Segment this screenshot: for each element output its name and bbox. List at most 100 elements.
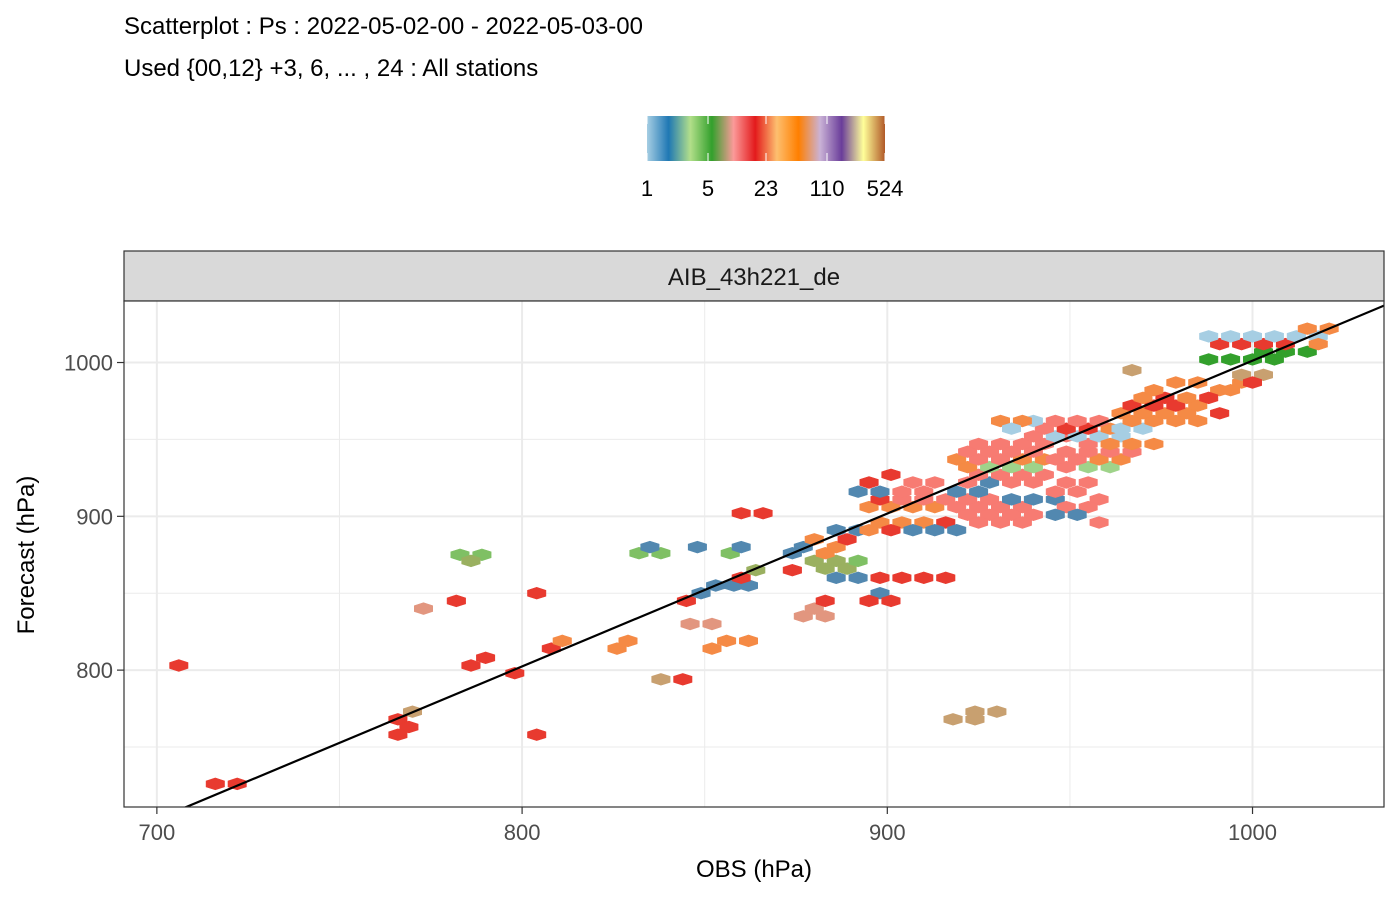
hexbin (1188, 414, 1208, 428)
hexbin (903, 476, 923, 489)
hexbin (943, 713, 963, 726)
y-axis: 800 900 1000 (64, 351, 124, 683)
x-tick-label: 900 (869, 820, 906, 845)
hexbin (969, 516, 989, 529)
hexbin (1067, 508, 1087, 522)
hexbin (1232, 368, 1252, 382)
hexbin (717, 634, 737, 648)
hexbin (552, 634, 572, 648)
hexbin (969, 437, 989, 451)
x-axis-label: OBS (hPa) (696, 856, 812, 883)
legend-label: 524 (867, 176, 904, 201)
hexbin (1001, 493, 1022, 506)
hexbin (936, 571, 956, 585)
legend-label: 23 (754, 176, 778, 201)
hexbin (205, 777, 225, 791)
hexbin (1023, 508, 1043, 522)
hexbin (731, 571, 751, 585)
hexbin (651, 673, 671, 686)
hexbin (892, 485, 912, 498)
legend-label: 5 (702, 176, 714, 201)
y-tick-label: 1000 (64, 351, 113, 376)
hexbin (1056, 476, 1076, 489)
hexbin (1056, 500, 1076, 514)
hexbin (903, 523, 923, 537)
hexbin (1045, 508, 1065, 522)
hexbin (848, 485, 868, 498)
hexbin (1067, 414, 1087, 428)
hexbin (881, 468, 901, 482)
hexbin (1199, 330, 1219, 343)
hexbin (1045, 485, 1065, 498)
plot-area (124, 301, 1384, 807)
x-tick-label: 700 (139, 820, 176, 845)
hexbin (446, 594, 466, 608)
hexbin (1078, 476, 1098, 489)
hexbin (848, 554, 868, 568)
hexbin (1199, 391, 1219, 405)
x-tick-label: 800 (504, 820, 541, 845)
hexbin (826, 571, 846, 585)
hexbin (1078, 500, 1098, 514)
hexbin (892, 571, 912, 585)
hexbin (461, 659, 481, 672)
hexbin (1177, 391, 1197, 405)
hexbin (1144, 437, 1164, 451)
hexbin (815, 594, 835, 608)
panel-title: AIB_43h221_de (668, 264, 840, 291)
hexbin (990, 516, 1011, 529)
hexbin (1166, 376, 1186, 389)
hexbin (680, 617, 700, 631)
hexbin (1089, 516, 1109, 529)
legend: 1 5 23 110 524 (641, 116, 903, 201)
hexbin (476, 651, 496, 665)
hexbin (461, 554, 481, 568)
hexbin (1144, 383, 1164, 397)
hexbin (947, 523, 967, 537)
hexbin (859, 594, 879, 608)
hexbin (990, 437, 1011, 451)
hexbin (1308, 337, 1328, 351)
hexbin (965, 713, 985, 726)
legend-colorbar (646, 116, 886, 161)
x-axis: 700 800 900 1000 (139, 807, 1277, 845)
hexbin (914, 516, 934, 529)
hexbin (753, 507, 773, 520)
plot-clip (169, 304, 1384, 807)
hexbin (936, 516, 956, 529)
chart-title: Scatterplot : Ps : 2022-05-02-00 - 2022-… (124, 13, 643, 40)
hexbin (870, 571, 890, 585)
hexbin (881, 594, 901, 608)
hexbin (1166, 414, 1186, 428)
hexbin (1001, 508, 1022, 522)
hexbin (1264, 330, 1284, 343)
reference-line (183, 304, 1384, 807)
chart-subtitle: Used {00,12} +3, 6, ... , 24 : All stati… (124, 55, 538, 82)
hexbin (1100, 437, 1120, 451)
hexbin (413, 602, 434, 615)
hexbin (1001, 422, 1022, 435)
hexbin (925, 523, 945, 537)
y-tick-label: 800 (76, 658, 113, 683)
hexbin (676, 594, 696, 608)
hexbin (1254, 368, 1273, 382)
y-axis-label: Forecast (hPa) (13, 476, 40, 635)
hexbin (870, 485, 890, 498)
x-tick-label: 1000 (1228, 820, 1277, 845)
hexbin (702, 642, 722, 655)
hexbin (881, 523, 901, 537)
hexbin (527, 586, 547, 600)
hexbin (958, 508, 978, 522)
hexbin (1056, 445, 1076, 458)
plot-border (123, 300, 1385, 808)
hexbin (399, 720, 419, 734)
gridlines (124, 301, 1384, 807)
hexbin (1221, 330, 1241, 343)
hexbin (925, 476, 945, 489)
hexbin (980, 508, 1000, 522)
hexbin (892, 516, 912, 529)
hexbin (702, 617, 722, 631)
hexbin (1210, 407, 1230, 420)
hexbin (1122, 363, 1142, 377)
